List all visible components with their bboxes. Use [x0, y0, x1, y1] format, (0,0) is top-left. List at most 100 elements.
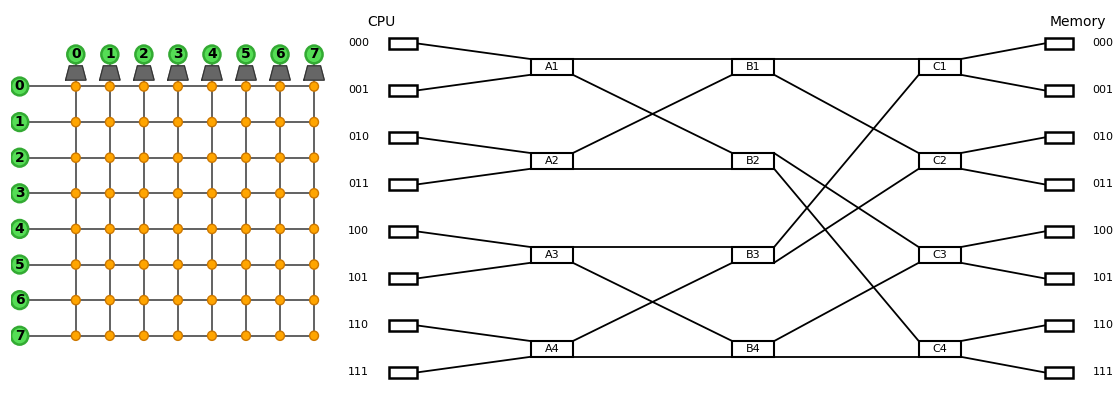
Text: CPU: CPU: [367, 15, 396, 29]
Circle shape: [71, 260, 80, 269]
Text: B2: B2: [746, 156, 760, 166]
Circle shape: [169, 46, 187, 63]
Text: C3: C3: [933, 250, 947, 260]
Bar: [918, 59, 961, 75]
Text: 6: 6: [14, 293, 24, 307]
Text: 100: 100: [1093, 226, 1113, 236]
Circle shape: [11, 256, 28, 273]
Circle shape: [207, 82, 216, 91]
Text: 6: 6: [275, 47, 285, 62]
Circle shape: [174, 331, 183, 340]
Circle shape: [106, 153, 115, 162]
Polygon shape: [304, 66, 324, 80]
Bar: [1045, 367, 1073, 378]
Text: 7: 7: [309, 47, 319, 62]
Bar: [1045, 38, 1073, 49]
Polygon shape: [269, 66, 290, 80]
Text: 101: 101: [1093, 273, 1113, 284]
Circle shape: [207, 153, 216, 162]
Text: 101: 101: [348, 273, 370, 284]
Circle shape: [174, 188, 183, 198]
Circle shape: [276, 260, 285, 269]
Circle shape: [207, 188, 216, 198]
Circle shape: [106, 188, 115, 198]
Circle shape: [139, 260, 148, 269]
Circle shape: [106, 82, 115, 91]
Circle shape: [242, 118, 250, 127]
Circle shape: [71, 153, 80, 162]
Circle shape: [309, 82, 318, 91]
Bar: [388, 38, 417, 49]
Circle shape: [174, 224, 183, 233]
Text: 1: 1: [14, 115, 24, 129]
Circle shape: [237, 46, 255, 63]
Circle shape: [242, 295, 250, 305]
Circle shape: [67, 46, 85, 63]
Text: B1: B1: [746, 62, 760, 72]
Bar: [531, 341, 573, 357]
Circle shape: [276, 188, 285, 198]
Circle shape: [242, 331, 250, 340]
Circle shape: [309, 118, 318, 127]
Circle shape: [11, 327, 28, 345]
Circle shape: [71, 82, 80, 91]
Text: 5: 5: [242, 47, 250, 62]
Text: 000: 000: [1093, 38, 1113, 49]
Text: 0: 0: [71, 47, 80, 62]
Text: 0: 0: [14, 80, 24, 93]
Bar: [531, 153, 573, 169]
Polygon shape: [236, 66, 256, 80]
Bar: [388, 273, 417, 284]
Text: A3: A3: [544, 250, 559, 260]
Text: Memory: Memory: [1050, 15, 1106, 29]
Circle shape: [71, 331, 80, 340]
Bar: [388, 132, 417, 143]
Circle shape: [276, 153, 285, 162]
Text: B4: B4: [746, 344, 760, 354]
Polygon shape: [134, 66, 154, 80]
Circle shape: [207, 331, 216, 340]
Text: 001: 001: [1093, 85, 1113, 95]
Text: B3: B3: [746, 250, 760, 260]
Polygon shape: [201, 66, 223, 80]
Circle shape: [272, 46, 288, 63]
Circle shape: [139, 82, 148, 91]
Text: 4: 4: [14, 222, 24, 236]
Circle shape: [139, 224, 148, 233]
Text: 111: 111: [348, 368, 370, 377]
Circle shape: [106, 331, 115, 340]
Circle shape: [207, 260, 216, 269]
Circle shape: [11, 184, 28, 202]
Text: 2: 2: [14, 151, 24, 165]
Text: 100: 100: [348, 226, 370, 236]
Circle shape: [106, 224, 115, 233]
Bar: [918, 341, 961, 357]
Text: 7: 7: [14, 329, 24, 343]
Circle shape: [139, 295, 148, 305]
Circle shape: [242, 224, 250, 233]
Circle shape: [139, 153, 148, 162]
Circle shape: [207, 118, 216, 127]
Bar: [388, 179, 417, 190]
Circle shape: [306, 46, 323, 63]
Circle shape: [11, 78, 28, 95]
Circle shape: [106, 260, 115, 269]
Text: 001: 001: [348, 85, 370, 95]
Bar: [732, 247, 775, 263]
Circle shape: [106, 295, 115, 305]
Bar: [1045, 132, 1073, 143]
Circle shape: [139, 188, 148, 198]
Bar: [1045, 320, 1073, 331]
Text: 010: 010: [1093, 133, 1113, 142]
Text: 110: 110: [1093, 320, 1113, 330]
Circle shape: [309, 224, 318, 233]
Circle shape: [204, 46, 220, 63]
Circle shape: [71, 188, 80, 198]
Circle shape: [309, 331, 318, 340]
Text: 2: 2: [139, 47, 149, 62]
Text: 3: 3: [174, 47, 183, 62]
Text: A4: A4: [544, 344, 559, 354]
Circle shape: [174, 295, 183, 305]
Bar: [1045, 226, 1073, 237]
Bar: [388, 367, 417, 378]
